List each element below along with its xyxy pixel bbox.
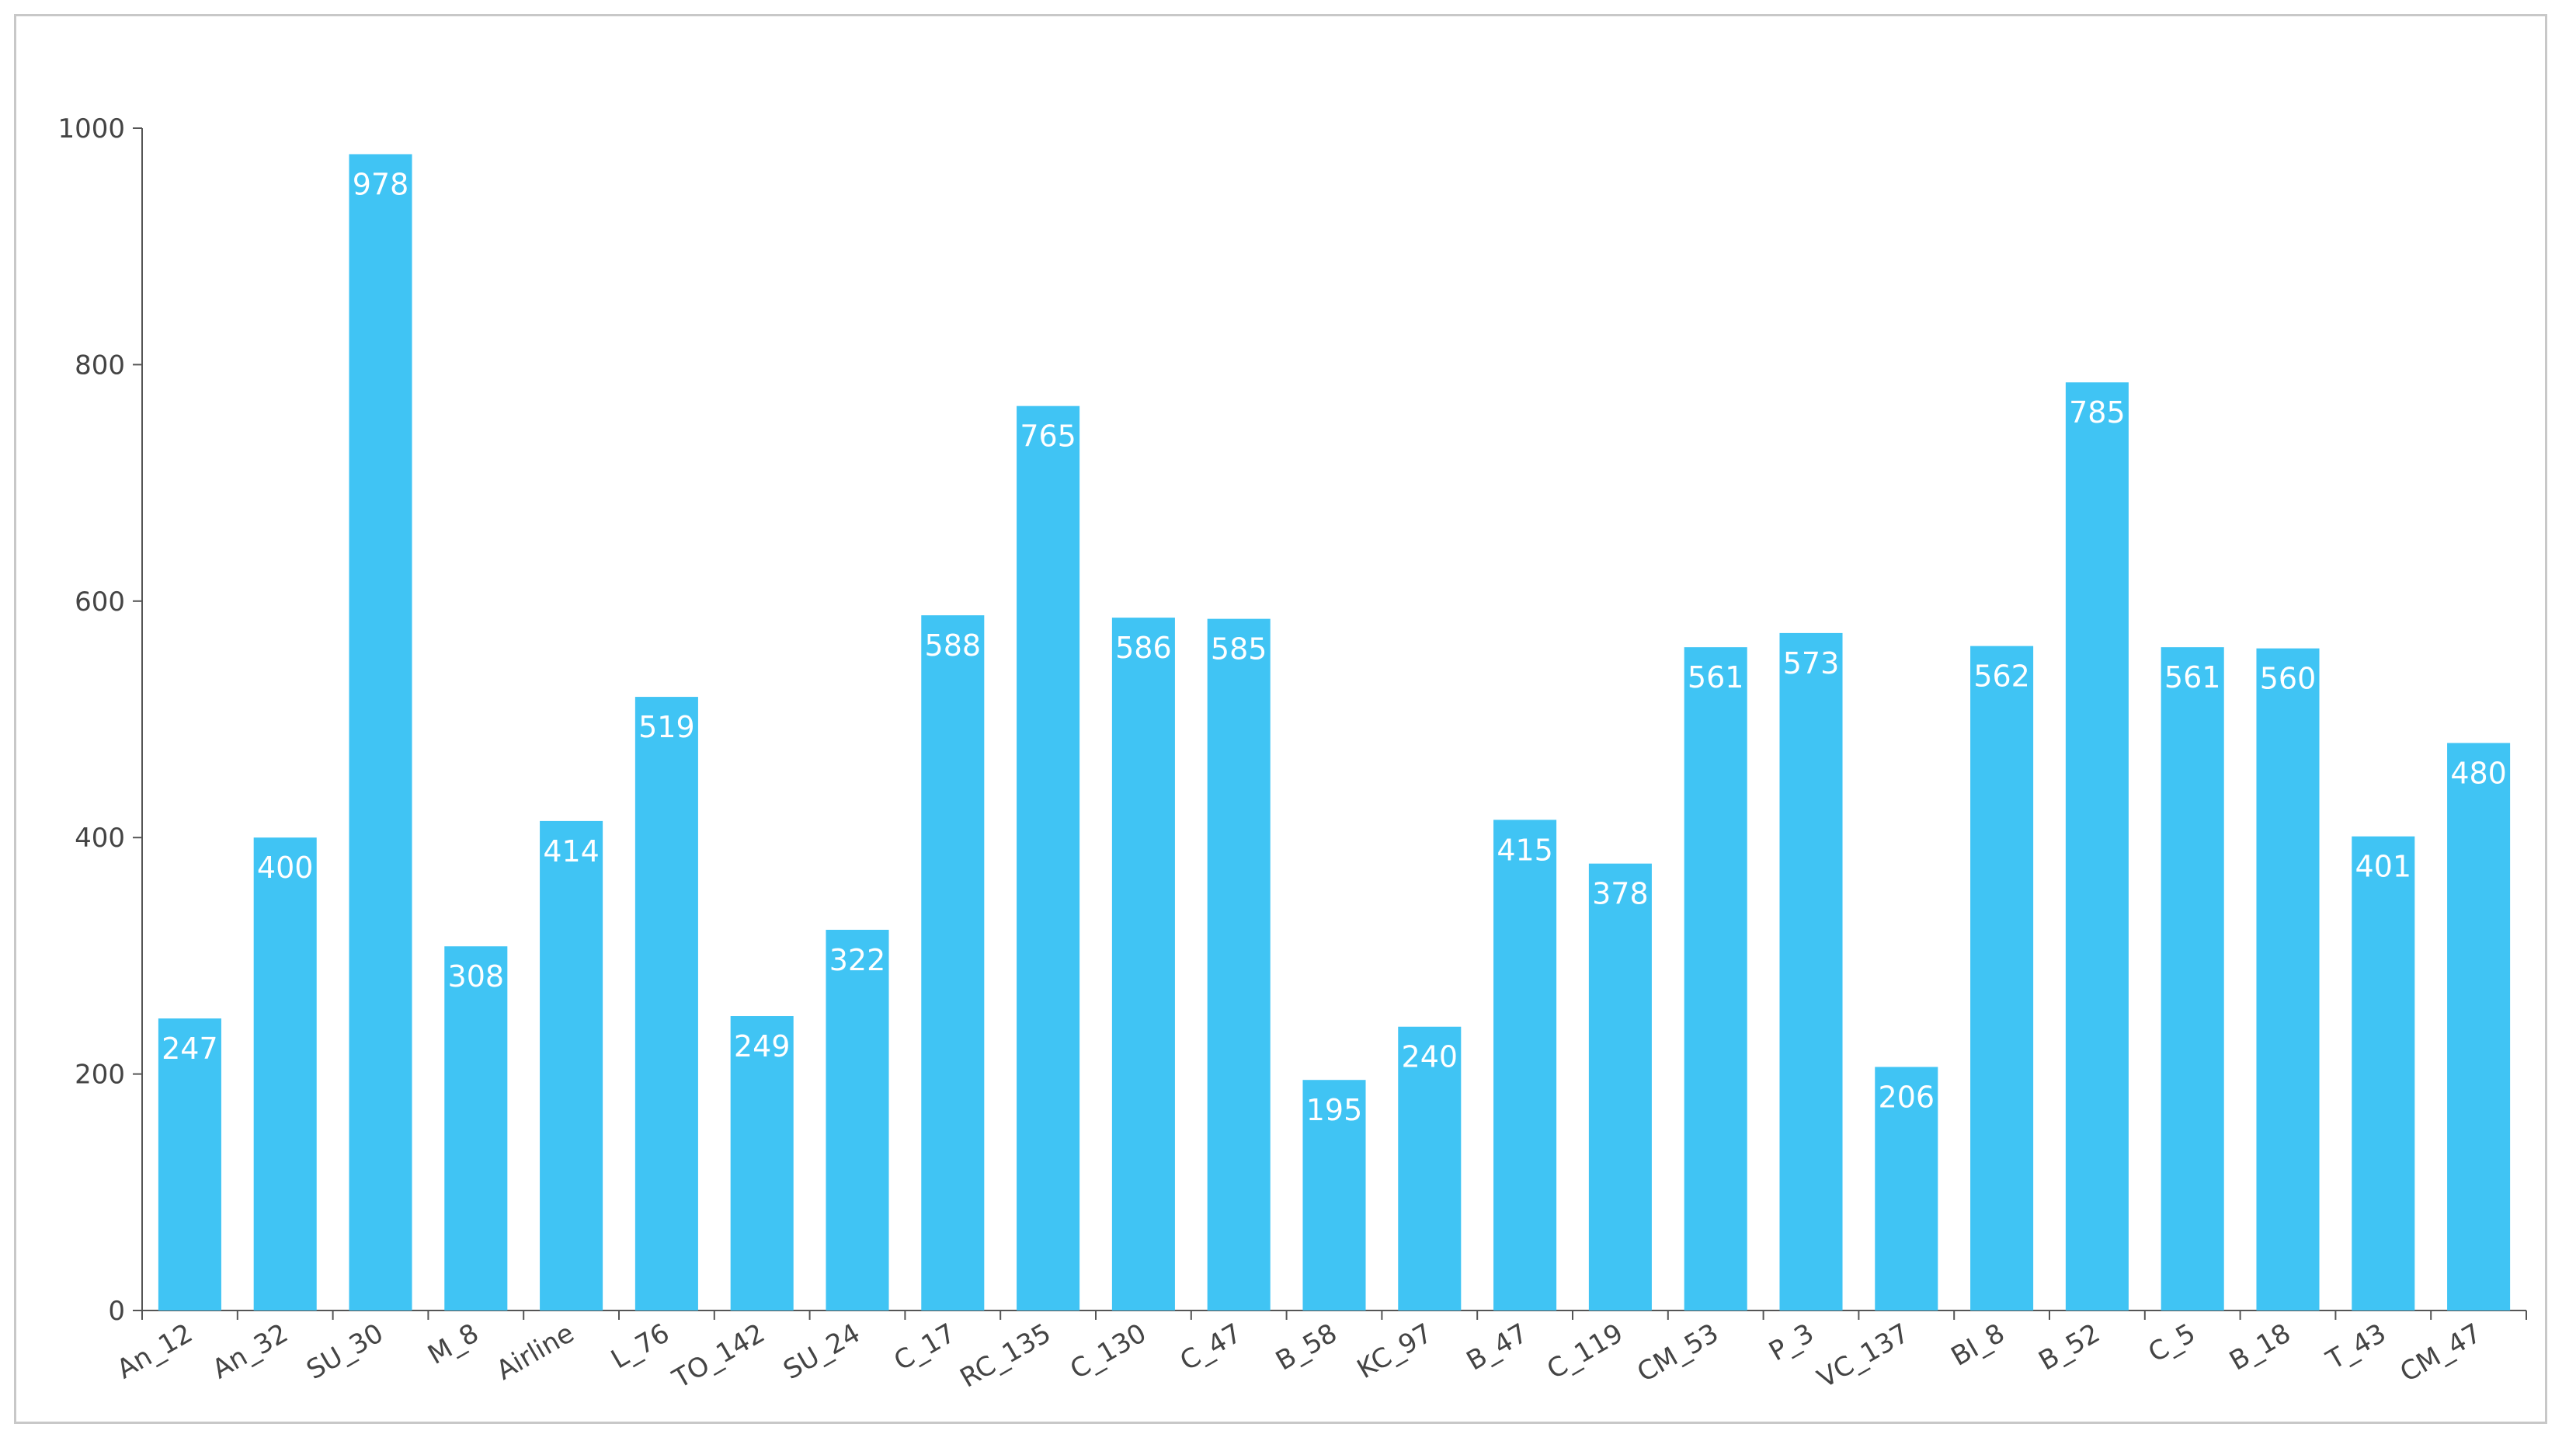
- data-label: 519: [638, 710, 695, 744]
- x-tick-label: Airline: [492, 1317, 580, 1387]
- data-label: 414: [543, 834, 600, 868]
- x-tick-label: C_17: [889, 1317, 961, 1377]
- x-tick-label: VC_137: [1813, 1317, 1915, 1394]
- y-tick-label: 800: [75, 350, 125, 381]
- x-tick-label: C_130: [1065, 1317, 1151, 1385]
- bar: [253, 837, 317, 1310]
- data-label: 415: [1497, 833, 1553, 867]
- y-tick-label: 1000: [57, 113, 125, 144]
- bar: [634, 697, 698, 1310]
- data-label: 586: [1115, 631, 1172, 665]
- data-label: 378: [1592, 877, 1649, 911]
- bar: [2161, 647, 2224, 1310]
- bar: [540, 820, 603, 1310]
- x-tick-label: SU_24: [778, 1317, 865, 1386]
- bar: [1779, 632, 1843, 1310]
- x-tick-label: B_52: [2034, 1317, 2105, 1377]
- x-tick-label: B_47: [1462, 1317, 1533, 1377]
- data-label: 249: [734, 1029, 791, 1063]
- bar: [158, 1018, 221, 1310]
- bar: [1302, 1080, 1366, 1310]
- data-label: 240: [1402, 1040, 1458, 1074]
- x-tick-label: BI_8: [1946, 1317, 2010, 1373]
- bar: [444, 946, 508, 1310]
- x-tick-label: B_58: [1271, 1317, 1342, 1377]
- bar: [2256, 648, 2320, 1310]
- x-tick-label: L_76: [606, 1317, 675, 1375]
- y-tick-label: 400: [75, 823, 125, 854]
- bar: [349, 154, 412, 1310]
- bar: [2447, 743, 2511, 1310]
- data-label: 400: [257, 851, 314, 885]
- data-label: 480: [2450, 756, 2507, 790]
- x-tick-label: C_119: [1542, 1317, 1628, 1385]
- y-tick-label: 0: [108, 1296, 125, 1327]
- chart-frame: 247 400 978 308 414 519 249 322 588 765 586 585 195 2…: [14, 14, 2547, 1424]
- x-tick-label: B_18: [2224, 1317, 2296, 1377]
- bar: [1398, 1026, 1462, 1310]
- bar: [1684, 647, 1747, 1310]
- bar: [1588, 863, 1652, 1310]
- bar: [1970, 646, 2034, 1310]
- x-tick-label: P_3: [1764, 1317, 1819, 1367]
- data-label: 561: [1688, 660, 1744, 694]
- data-label: 978: [353, 167, 409, 201]
- x-tick-label: M_8: [422, 1317, 484, 1371]
- x-tick-label: CM_47: [2395, 1317, 2487, 1388]
- data-label: 206: [1879, 1080, 1935, 1114]
- bar: [730, 1016, 794, 1310]
- data-label: 561: [2164, 660, 2221, 694]
- x-tick-label: C_47: [1175, 1317, 1247, 1377]
- x-tick-label: SU_30: [301, 1317, 388, 1386]
- bar: [826, 929, 889, 1310]
- data-label: 588: [925, 628, 982, 663]
- chart-data-labels: 247 400 978 308 414 519 249 322 588 765 586 585 195 2…: [162, 167, 2507, 1127]
- bar-chart: 247 400 978 308 414 519 249 322 588 765 586 585 195 2…: [57, 113, 2527, 1395]
- x-tick-label: RC_135: [955, 1317, 1056, 1394]
- data-label: 247: [162, 1032, 218, 1066]
- x-tick-label: KC_97: [1352, 1317, 1437, 1385]
- data-label: 308: [448, 959, 505, 994]
- bar: [1111, 618, 1175, 1310]
- data-label: 585: [1211, 632, 1267, 667]
- bar: [1017, 405, 1080, 1310]
- data-label: 765: [1020, 419, 1076, 454]
- x-tick-label: An_12: [112, 1317, 198, 1385]
- chart-y-tick-labels: 0 200 400 600 800 1000: [57, 113, 125, 1327]
- bar: [921, 615, 985, 1310]
- x-tick-label: C_5: [2143, 1317, 2201, 1369]
- y-tick-label: 200: [75, 1060, 125, 1091]
- x-tick-label: CM_53: [1632, 1317, 1724, 1388]
- bar: [2065, 382, 2129, 1311]
- bar: [1875, 1067, 1938, 1310]
- data-label: 785: [2069, 395, 2126, 430]
- y-tick-label: 600: [75, 586, 125, 618]
- data-label: 322: [829, 943, 886, 977]
- bar: [2352, 836, 2415, 1310]
- data-label: 195: [1306, 1093, 1363, 1127]
- data-label: 562: [1973, 660, 2030, 694]
- data-label: 573: [1783, 646, 1840, 680]
- bar: [1207, 618, 1271, 1310]
- bar: [1493, 820, 1557, 1310]
- data-label: 401: [2355, 850, 2412, 884]
- data-label: 560: [2260, 662, 2317, 696]
- chart-bars: [158, 154, 2511, 1311]
- x-tick-label: An_32: [207, 1317, 294, 1385]
- x-tick-label: T_43: [2320, 1317, 2391, 1377]
- x-tick-label: TO_142: [667, 1317, 770, 1395]
